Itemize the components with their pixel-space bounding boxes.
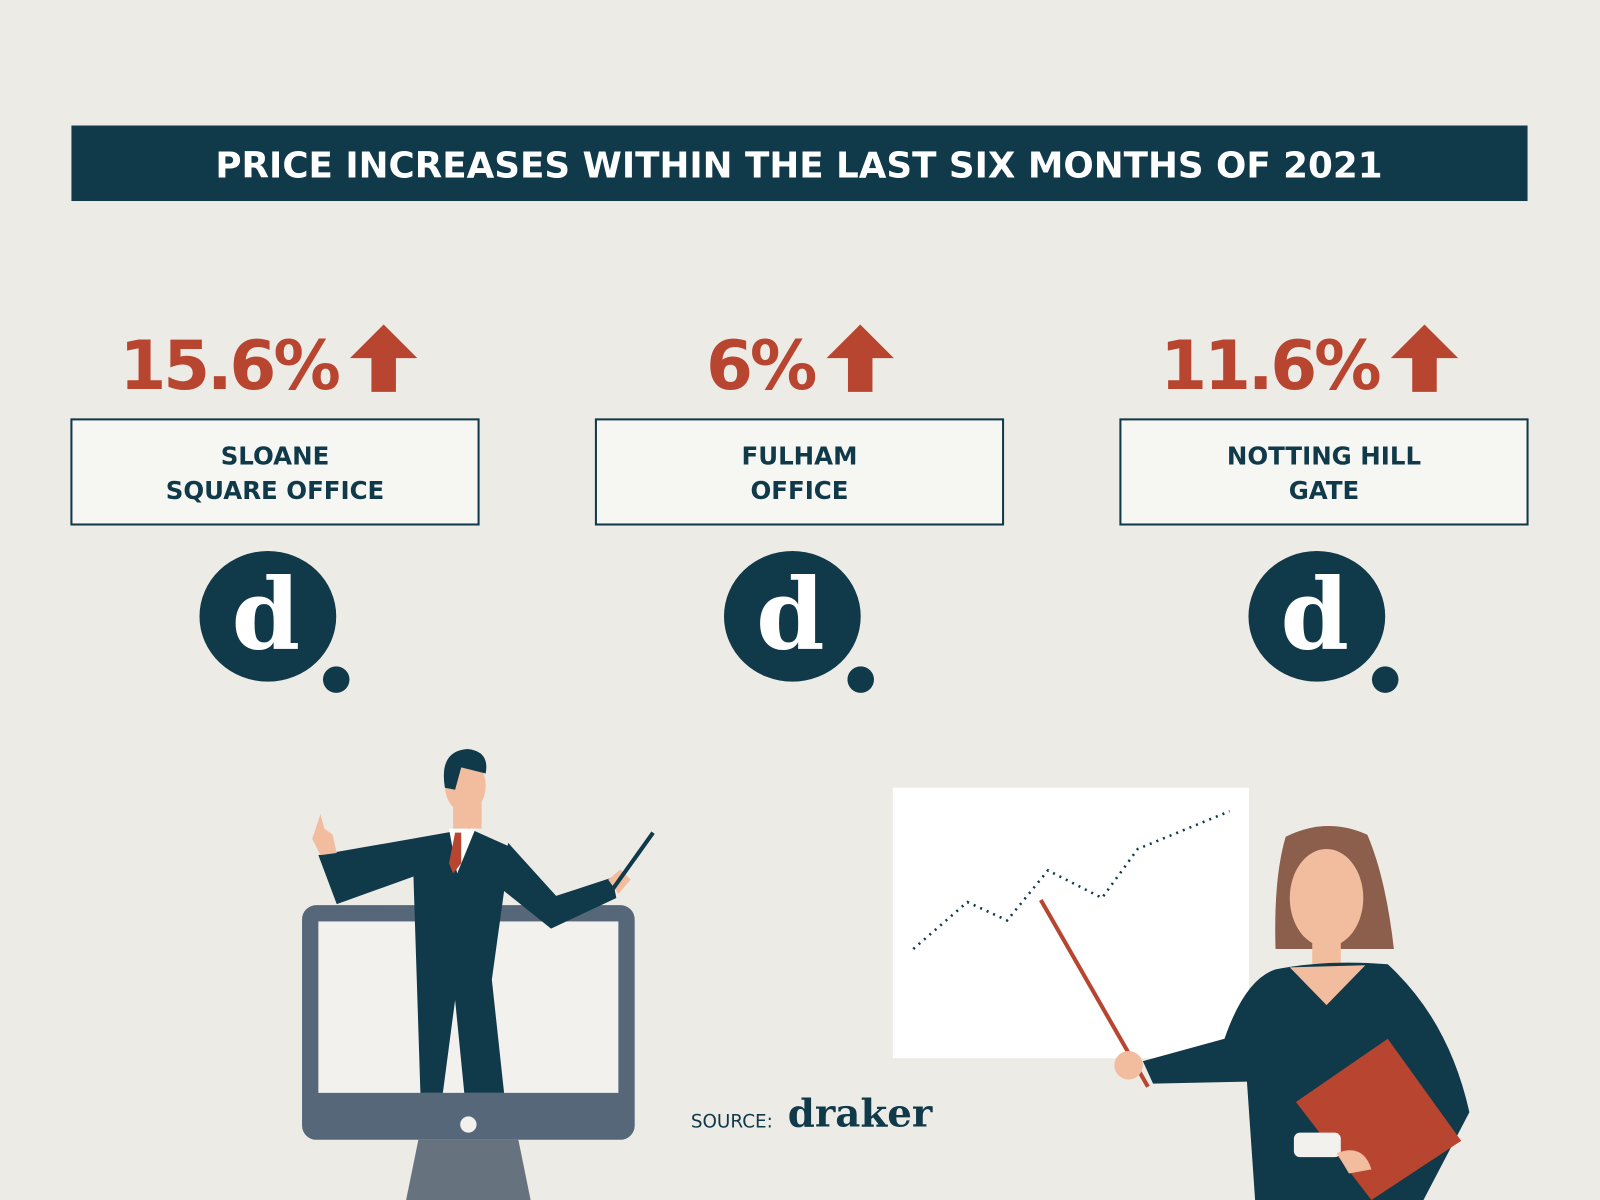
stat-box [594,418,1005,526]
stats: 15.6% SLOANE SQUARE OFFICE d 6% FULHAM OFFICE d… [70,324,1529,693]
stat-label: NOTTING HILL [1227,441,1421,470]
logo-letter: d [1281,558,1349,673]
logo-circle [723,551,861,682]
header-title: PRICE INCREASES WITHIN THE LAST SIX MONT… [215,146,1382,187]
presenter-illustration-part [610,831,655,891]
presenter-illustration-part [406,1139,531,1200]
source-prefix: SOURCE: [691,1112,773,1133]
logo-dot [1371,666,1399,693]
stat-label: SQUARE OFFICE [166,476,385,505]
logo-dot [847,666,874,693]
logo-letter: d [756,558,824,673]
board-illustration-part [912,810,1231,950]
stat-label: GATE [1289,476,1360,505]
presenter-illustration [302,748,655,1200]
presenter-illustration-part [312,814,337,856]
board-illustration [892,787,1249,1088]
logo-dot [322,666,350,693]
stat-value: 11.6% [1160,326,1380,405]
woman-illustration-part [1289,965,1366,1006]
source: SOURCE: draker [691,1092,933,1137]
woman-illustration-part [1114,1051,1143,1080]
woman-illustration-part [1293,1132,1341,1158]
stat-label: FULHAM [742,441,858,470]
stat-card: 6% FULHAM OFFICE d [594,324,1005,693]
header-bar [71,125,1528,202]
header: PRICE INCREASES WITHIN THE LAST SIX MONT… [71,125,1528,202]
up-arrow [826,324,894,392]
woman-illustration [1114,825,1470,1200]
presenter-illustration-part [460,1116,477,1133]
board-illustration-part [892,787,1249,1059]
logo-circle [199,551,337,682]
stat-card: 11.6% NOTTING HILL GATE d [1119,324,1529,693]
up-arrow [1390,324,1459,392]
presenter-illustration-part [448,832,462,874]
logo-letter: d [232,558,300,673]
logo-circle [1248,551,1386,682]
stat-box [70,418,480,526]
stat-label: SLOANE [221,441,330,470]
stat-label: OFFICE [750,476,848,505]
woman-illustration-part [1336,1150,1372,1174]
presenter-illustration-part [443,748,487,790]
presenter-illustration-part [500,842,617,929]
stat-box [1119,418,1529,526]
presenter-illustration-part [318,838,417,905]
stat-value: 15.6% [119,326,339,405]
stat-card: 15.6% SLOANE SQUARE OFFICE d [70,324,480,693]
woman-illustration-part [1289,848,1364,947]
presenter-illustration-part [412,828,511,1093]
stat-value: 6% [706,326,816,405]
up-arrow [350,324,418,392]
woman-illustration-part [1295,1038,1462,1200]
source-brand: draker [788,1092,933,1137]
